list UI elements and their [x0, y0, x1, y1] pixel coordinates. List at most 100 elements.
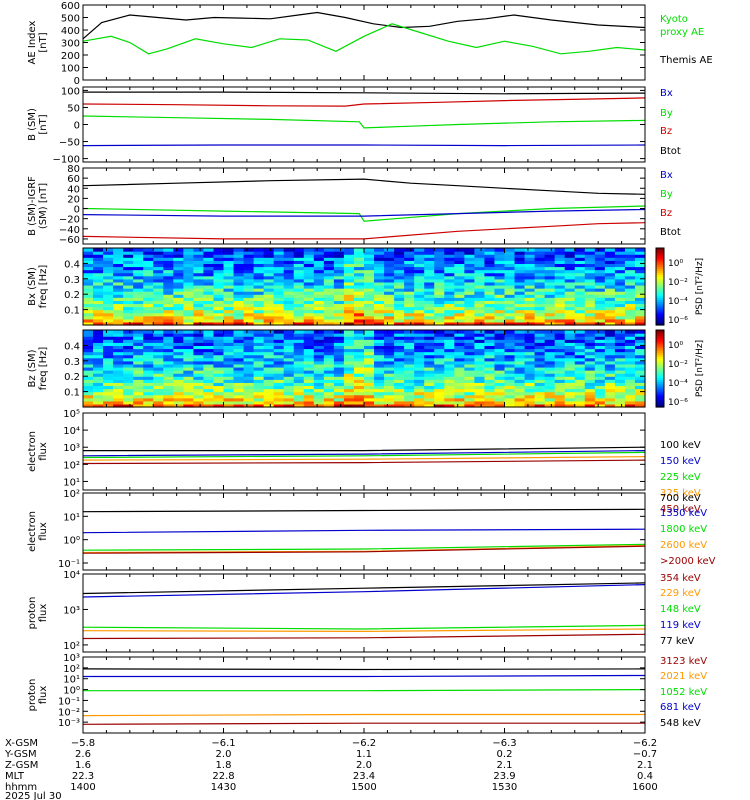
spectrogram-cell — [634, 379, 646, 383]
spectrogram-cell — [343, 382, 355, 387]
spectrogram-cell — [323, 382, 335, 387]
spectrogram-cell — [514, 379, 526, 383]
spectrogram-cell — [273, 373, 285, 377]
spectrogram-cell — [404, 284, 415, 289]
spectrogram-cell — [604, 294, 616, 298]
spectrogram-cell — [524, 342, 536, 346]
spectrogram-cell — [594, 360, 606, 365]
spectrogram-cell — [273, 306, 285, 311]
spectrogram-cell — [494, 382, 506, 387]
spectrogram-cell — [353, 318, 365, 323]
spectrogram-cell — [203, 309, 215, 314]
spectrogram-cell — [594, 333, 606, 337]
spectrogram-cell — [434, 266, 445, 271]
spectrogram-cell — [83, 376, 94, 380]
spectrogram-cell — [303, 403, 315, 408]
spectrogram-cell — [333, 391, 345, 396]
spectrogram-cell — [213, 342, 225, 346]
spectrogram-cell — [313, 321, 325, 326]
spectrogram-cell — [484, 294, 496, 298]
spectrogram-cell — [384, 342, 395, 346]
spectrogram-cell — [263, 333, 275, 337]
spectrogram-cell — [534, 288, 546, 292]
spectrogram-cell — [594, 315, 606, 320]
spectrogram-cell — [233, 263, 245, 268]
legend-entry: 1350 keV — [660, 508, 707, 519]
spectrogram-cell — [514, 281, 526, 286]
spectrogram-cell — [594, 403, 606, 408]
spectrogram-cell — [594, 339, 606, 343]
spectrogram-cell — [504, 345, 516, 350]
spectrogram-cell — [193, 315, 205, 320]
spectrogram-cell — [273, 370, 285, 374]
y-axis-label-line: Bx (SM) — [27, 267, 38, 306]
spectrogram-cell — [504, 373, 516, 377]
spectrogram-cell — [444, 269, 455, 274]
spectrogram-cell — [484, 260, 496, 264]
spectrogram-cell — [103, 248, 114, 252]
spectrogram-cell — [143, 321, 154, 326]
spectrogram-cell — [364, 360, 375, 365]
spectrogram-cell — [283, 266, 295, 271]
spectrogram-cell — [364, 275, 375, 280]
spectrogram-cell — [263, 354, 275, 359]
spectrogram-cell — [634, 257, 646, 261]
spectrogram-cell — [534, 254, 546, 258]
spectrogram-cell — [634, 330, 646, 334]
spectrogram-cell — [323, 348, 335, 353]
spectrogram-cell — [604, 379, 616, 383]
spectrogram-cell — [434, 309, 445, 314]
spectrogram-cell — [394, 400, 405, 405]
spectrogram-cell — [343, 266, 355, 271]
spectrogram-cell — [143, 303, 154, 308]
spectrogram-cell — [153, 288, 164, 292]
spectrogram-cell — [323, 351, 335, 356]
spectrogram-cell — [343, 394, 355, 399]
spectrogram-cell — [323, 336, 335, 340]
spectrogram-cell — [243, 288, 255, 292]
spectrogram-cell — [293, 363, 305, 368]
x-axis-tick-value: 1.6 — [75, 760, 91, 771]
spectrogram-cell — [404, 312, 415, 317]
spectrogram-cell — [123, 248, 134, 252]
spectrogram-cell — [544, 260, 556, 264]
spectrogram-cell — [594, 303, 606, 308]
spectrogram-cell — [173, 251, 184, 255]
spectrogram-cell — [414, 288, 425, 292]
spectrogram-cell — [524, 345, 536, 350]
spectrogram-cell — [534, 363, 546, 368]
spectrogram-cell — [624, 312, 636, 317]
spectrogram-cell — [113, 403, 124, 408]
spectrogram-cell — [353, 278, 365, 283]
colorbar-segment — [656, 257, 664, 261]
spectrogram-cell — [153, 278, 164, 283]
spectrogram-cell — [484, 291, 496, 295]
spectrogram-cell — [213, 397, 225, 402]
spectrogram-cell — [384, 260, 395, 264]
spectrogram-cell — [303, 394, 315, 399]
spectrogram-cell — [384, 312, 395, 317]
spectrogram-cell — [374, 275, 385, 280]
spectrogram-cell — [474, 388, 486, 393]
spectrogram-cell — [494, 294, 506, 298]
spectrogram-cell — [333, 254, 345, 258]
y-tick-label: 100 — [61, 86, 80, 97]
spectrogram-cell — [123, 300, 134, 305]
spectrogram-cell — [564, 303, 576, 308]
spectrogram-cell — [143, 400, 154, 405]
spectrogram-cell — [414, 345, 425, 350]
spectrogram-cell — [564, 251, 576, 255]
spectrogram-cell — [153, 379, 164, 383]
spectrogram-cell — [494, 366, 506, 371]
colorbar-segment — [656, 364, 664, 368]
spectrogram-cell — [444, 330, 455, 334]
spectrogram-cell — [353, 388, 365, 393]
spectrogram-cell — [604, 257, 616, 261]
spectrogram-cell — [223, 257, 235, 261]
spectrogram-cell — [624, 300, 636, 305]
spectrogram-cell — [454, 248, 465, 252]
spectrogram-cell — [404, 263, 415, 268]
spectrogram-cell — [364, 309, 375, 314]
spectrogram-cell — [394, 303, 405, 308]
spectrogram-cell — [173, 388, 184, 393]
